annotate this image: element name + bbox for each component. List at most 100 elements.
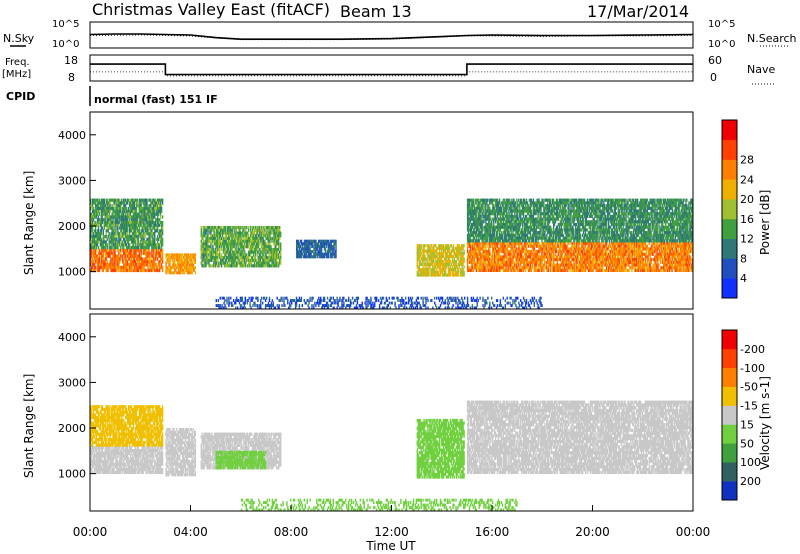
heatmap-cell (492, 244, 494, 248)
heatmap-cell (143, 234, 145, 239)
heatmap-cell (152, 254, 154, 258)
heatmap-cell (109, 254, 111, 258)
heatmap-cell (138, 254, 140, 258)
heatmap-cell (486, 268, 488, 272)
heatmap-cell (146, 220, 148, 225)
heatmap-cell (277, 256, 279, 260)
heatmap-cell (578, 255, 580, 259)
heatmap-cell (149, 209, 151, 213)
heatmap-cell (144, 240, 146, 244)
heatmap-cell (256, 250, 259, 254)
heatmap-cell (116, 237, 118, 241)
heatmap-cell (150, 260, 152, 264)
heatmap-cell (145, 198, 147, 202)
heatmap-cell (141, 243, 143, 247)
heatmap-cell (132, 209, 135, 213)
heatmap-cell (184, 261, 187, 265)
heatmap-cell (118, 237, 120, 241)
heatmap-cell (448, 246, 451, 250)
heatmap-cell (261, 239, 263, 243)
heatmap-cell (255, 228, 258, 232)
heatmap-cell (130, 220, 133, 225)
heatmap-cell (148, 204, 150, 208)
heatmap-cell (130, 260, 133, 264)
heatmap-cell (529, 255, 532, 259)
heatmap-cell (180, 261, 182, 265)
heatmap-cell (250, 261, 253, 265)
heatmap-cell (157, 237, 159, 241)
heatmap-cell (182, 268, 185, 272)
heatmap-cell (280, 245, 282, 249)
heatmap-cell (262, 264, 264, 268)
heatmap-cell (262, 261, 264, 265)
heatmap-cell (95, 204, 98, 208)
heatmap-cell (159, 232, 162, 236)
heatmap-cell (160, 263, 163, 267)
heatmap-cell (265, 261, 267, 265)
heatmap-cell (94, 265, 97, 270)
heatmap-cell (277, 236, 279, 240)
heatmap-cell (113, 223, 115, 227)
heatmap-cell (107, 268, 109, 273)
heatmap-cell (263, 239, 265, 243)
heatmap-cell (625, 244, 627, 248)
heatmap-cell (159, 204, 161, 208)
heatmap-cell (517, 266, 519, 270)
heatmap-cell (561, 255, 563, 259)
heatmap-cell (174, 266, 176, 270)
heatmap-cell (262, 234, 264, 238)
heatmap-cell (110, 265, 112, 270)
heatmap-cell (275, 247, 277, 251)
heatmap-cell (101, 248, 104, 253)
heatmap-cell (134, 229, 137, 233)
heatmap-cell (191, 266, 193, 270)
heatmap-cell (94, 268, 97, 273)
heatmap-cell (416, 260, 418, 264)
heatmap-cell (116, 260, 118, 264)
heatmap-cell (267, 250, 269, 254)
heatmap-cell (457, 273, 459, 277)
heatmap-cell (134, 248, 137, 253)
heatmap-cell (128, 204, 131, 208)
heatmap-cell (221, 258, 224, 262)
heatmap-cell (150, 218, 152, 222)
heatmap-cell (254, 239, 257, 243)
heatmap-cell (140, 251, 142, 255)
heatmap-cell (97, 265, 100, 270)
heatmap-cell (98, 212, 101, 216)
heatmap-cell (142, 207, 144, 211)
heatmap-cell (117, 260, 119, 264)
heatmap-cell (592, 260, 594, 264)
heatmap-cell (93, 234, 96, 239)
heatmap-cell (270, 236, 272, 240)
heatmap-cell (550, 268, 552, 272)
heatmap-cell (150, 240, 152, 244)
heatmap-cell (143, 240, 145, 244)
heatmap-cell (200, 253, 202, 257)
heatmap-cell (219, 236, 222, 240)
heatmap-cell (137, 248, 139, 253)
heatmap-cell (102, 265, 104, 270)
heatmap-cell (280, 253, 282, 257)
heatmap-cell (91, 257, 94, 261)
heatmap-cell (264, 234, 266, 238)
heatmap-cell (253, 256, 256, 260)
heatmap-cell (193, 268, 195, 272)
heatmap-cell (201, 264, 203, 268)
heatmap-cell (209, 256, 211, 260)
heatmap-cell (125, 223, 128, 227)
heatmap-cell (200, 226, 202, 230)
heatmap-cell (228, 261, 230, 265)
heatmap-cell (279, 226, 281, 230)
heatmap-cell (323, 244, 326, 248)
heatmap-cell (106, 248, 108, 253)
heatmap-cell (140, 263, 142, 267)
heatmap-cell (136, 215, 138, 219)
heatmap-cell (96, 207, 99, 211)
heatmap-cell (278, 253, 280, 257)
heatmap-cell (94, 212, 97, 216)
heatmap-cell (256, 261, 259, 265)
heatmap-cell (428, 273, 430, 277)
heatmap-cell (248, 256, 250, 260)
heatmap-cell (274, 253, 276, 257)
